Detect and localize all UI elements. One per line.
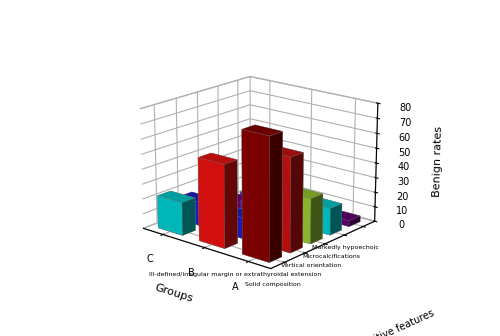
Y-axis label: Positive features: Positive features (358, 308, 436, 336)
X-axis label: Groups: Groups (154, 283, 194, 304)
